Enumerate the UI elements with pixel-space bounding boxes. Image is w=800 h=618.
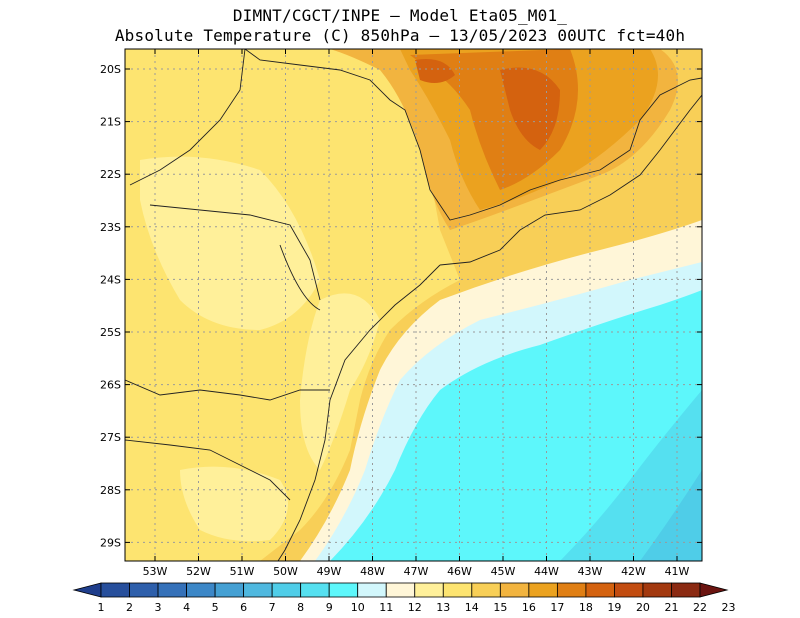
colorbar-cell bbox=[243, 582, 273, 598]
coastline-rs bbox=[277, 399, 331, 561]
colorbar-cell bbox=[72, 582, 102, 598]
colorbar-cell bbox=[357, 582, 387, 598]
latitude-axis: 20S 21S 22S 23S 24S 25S 26S 27S 28S 29S bbox=[100, 63, 702, 549]
colorbar-cell bbox=[671, 582, 701, 598]
gridlines bbox=[125, 49, 702, 561]
border-pr-sp bbox=[149, 204, 321, 301]
border-parana-river bbox=[279, 244, 321, 311]
colorbar-cell bbox=[642, 582, 672, 598]
colorbar-label: 13 bbox=[436, 601, 450, 614]
colorbar-cell bbox=[414, 582, 444, 598]
colorbar-label: 14 bbox=[465, 601, 479, 614]
colorbar-label: 2 bbox=[126, 601, 133, 614]
lat-label: 20S bbox=[100, 63, 121, 76]
lon-label: 48W bbox=[360, 565, 385, 578]
colorbar-cell bbox=[614, 582, 644, 598]
temperature-shading bbox=[125, 49, 702, 561]
colorbar-cell bbox=[300, 582, 330, 598]
lat-label: 21S bbox=[100, 116, 121, 129]
lat-label: 29S bbox=[100, 536, 121, 549]
colorbar-cell bbox=[129, 582, 159, 598]
colorbar-label: 7 bbox=[269, 601, 276, 614]
colorbar-cell bbox=[186, 582, 216, 598]
colorbar-label: 1 bbox=[98, 601, 105, 614]
borders bbox=[125, 49, 702, 561]
colorbar: 1 2 3 4 5 6 7 8 9 10 11 12 13 14 15 16 17 18 19 20 21 22 23 bbox=[72, 582, 736, 614]
colorbar-cell bbox=[528, 582, 558, 598]
colorbar-cell bbox=[585, 582, 615, 598]
lat-label: 25S bbox=[100, 326, 121, 339]
colorbar-label: 4 bbox=[183, 601, 190, 614]
map-title-line-2: Absolute Temperature (C) 850hPa — 13/05/… bbox=[114, 26, 686, 45]
lon-label: 46W bbox=[447, 565, 472, 578]
lon-label: 51W bbox=[230, 565, 255, 578]
colorbar-cell bbox=[100, 582, 130, 598]
colorbar-cell bbox=[499, 582, 530, 598]
colorbar-label: 15 bbox=[493, 601, 507, 614]
colorbar-cell bbox=[442, 582, 473, 598]
colorbar-label: 5 bbox=[212, 601, 219, 614]
longitude-axis: 53W 52W 51W 50W 49W 48W 47W 46W 45W 44W 43W 42W 41W bbox=[143, 49, 690, 578]
lon-label: 41W bbox=[665, 565, 690, 578]
lon-label: 49W bbox=[317, 565, 342, 578]
lon-label: 47W bbox=[404, 565, 429, 578]
lon-label: 44W bbox=[534, 565, 559, 578]
colorbar-label: 18 bbox=[579, 601, 593, 614]
lon-label: 43W bbox=[578, 565, 603, 578]
border-ms-go bbox=[129, 49, 246, 186]
colorbar-label: 8 bbox=[297, 601, 304, 614]
colorbar-label: 11 bbox=[379, 601, 393, 614]
colorbar-label: 23 bbox=[722, 601, 736, 614]
lat-label: 22S bbox=[100, 168, 121, 181]
colorbar-cell bbox=[556, 582, 587, 598]
colorbar-cell bbox=[157, 582, 187, 598]
lon-label: 42W bbox=[621, 565, 646, 578]
colorbar-label: 12 bbox=[408, 601, 422, 614]
colorbar-label: 22 bbox=[693, 601, 707, 614]
colorbar-cell bbox=[328, 582, 359, 598]
lat-label: 23S bbox=[100, 221, 121, 234]
border-sp-mg bbox=[244, 49, 702, 221]
colorbar-label: 16 bbox=[522, 601, 536, 614]
lon-label: 52W bbox=[186, 565, 211, 578]
lat-label: 26S bbox=[100, 379, 121, 392]
colorbar-label: 21 bbox=[664, 601, 678, 614]
lat-label: 27S bbox=[100, 431, 121, 444]
colorbar-label: 3 bbox=[155, 601, 162, 614]
lat-label: 24S bbox=[100, 273, 121, 286]
plot-frame bbox=[124, 48, 703, 562]
lon-label: 50W bbox=[273, 565, 298, 578]
lat-label: 28S bbox=[100, 484, 121, 497]
coastline-se bbox=[439, 94, 702, 266]
colorbar-label: 17 bbox=[550, 601, 564, 614]
colorbar-cell bbox=[214, 582, 245, 598]
colorbar-cell bbox=[699, 582, 729, 598]
colorbar-label: 10 bbox=[351, 601, 365, 614]
lon-label: 53W bbox=[143, 565, 168, 578]
coastline-south bbox=[329, 264, 441, 401]
colorbar-cell bbox=[271, 582, 302, 598]
map-title-line-1: DIMNT/CGCT/INPE — Model Eta05_M01_ bbox=[232, 6, 568, 25]
colorbar-cell bbox=[471, 582, 501, 598]
colorbar-label: 19 bbox=[607, 601, 621, 614]
colorbar-label: 9 bbox=[326, 601, 333, 614]
colorbar-label: 20 bbox=[636, 601, 650, 614]
border-sc-pr bbox=[125, 379, 330, 401]
lon-label: 45W bbox=[491, 565, 516, 578]
border-rs-sc bbox=[125, 439, 291, 501]
colorbar-cell bbox=[385, 582, 416, 598]
colorbar-label: 6 bbox=[240, 601, 247, 614]
